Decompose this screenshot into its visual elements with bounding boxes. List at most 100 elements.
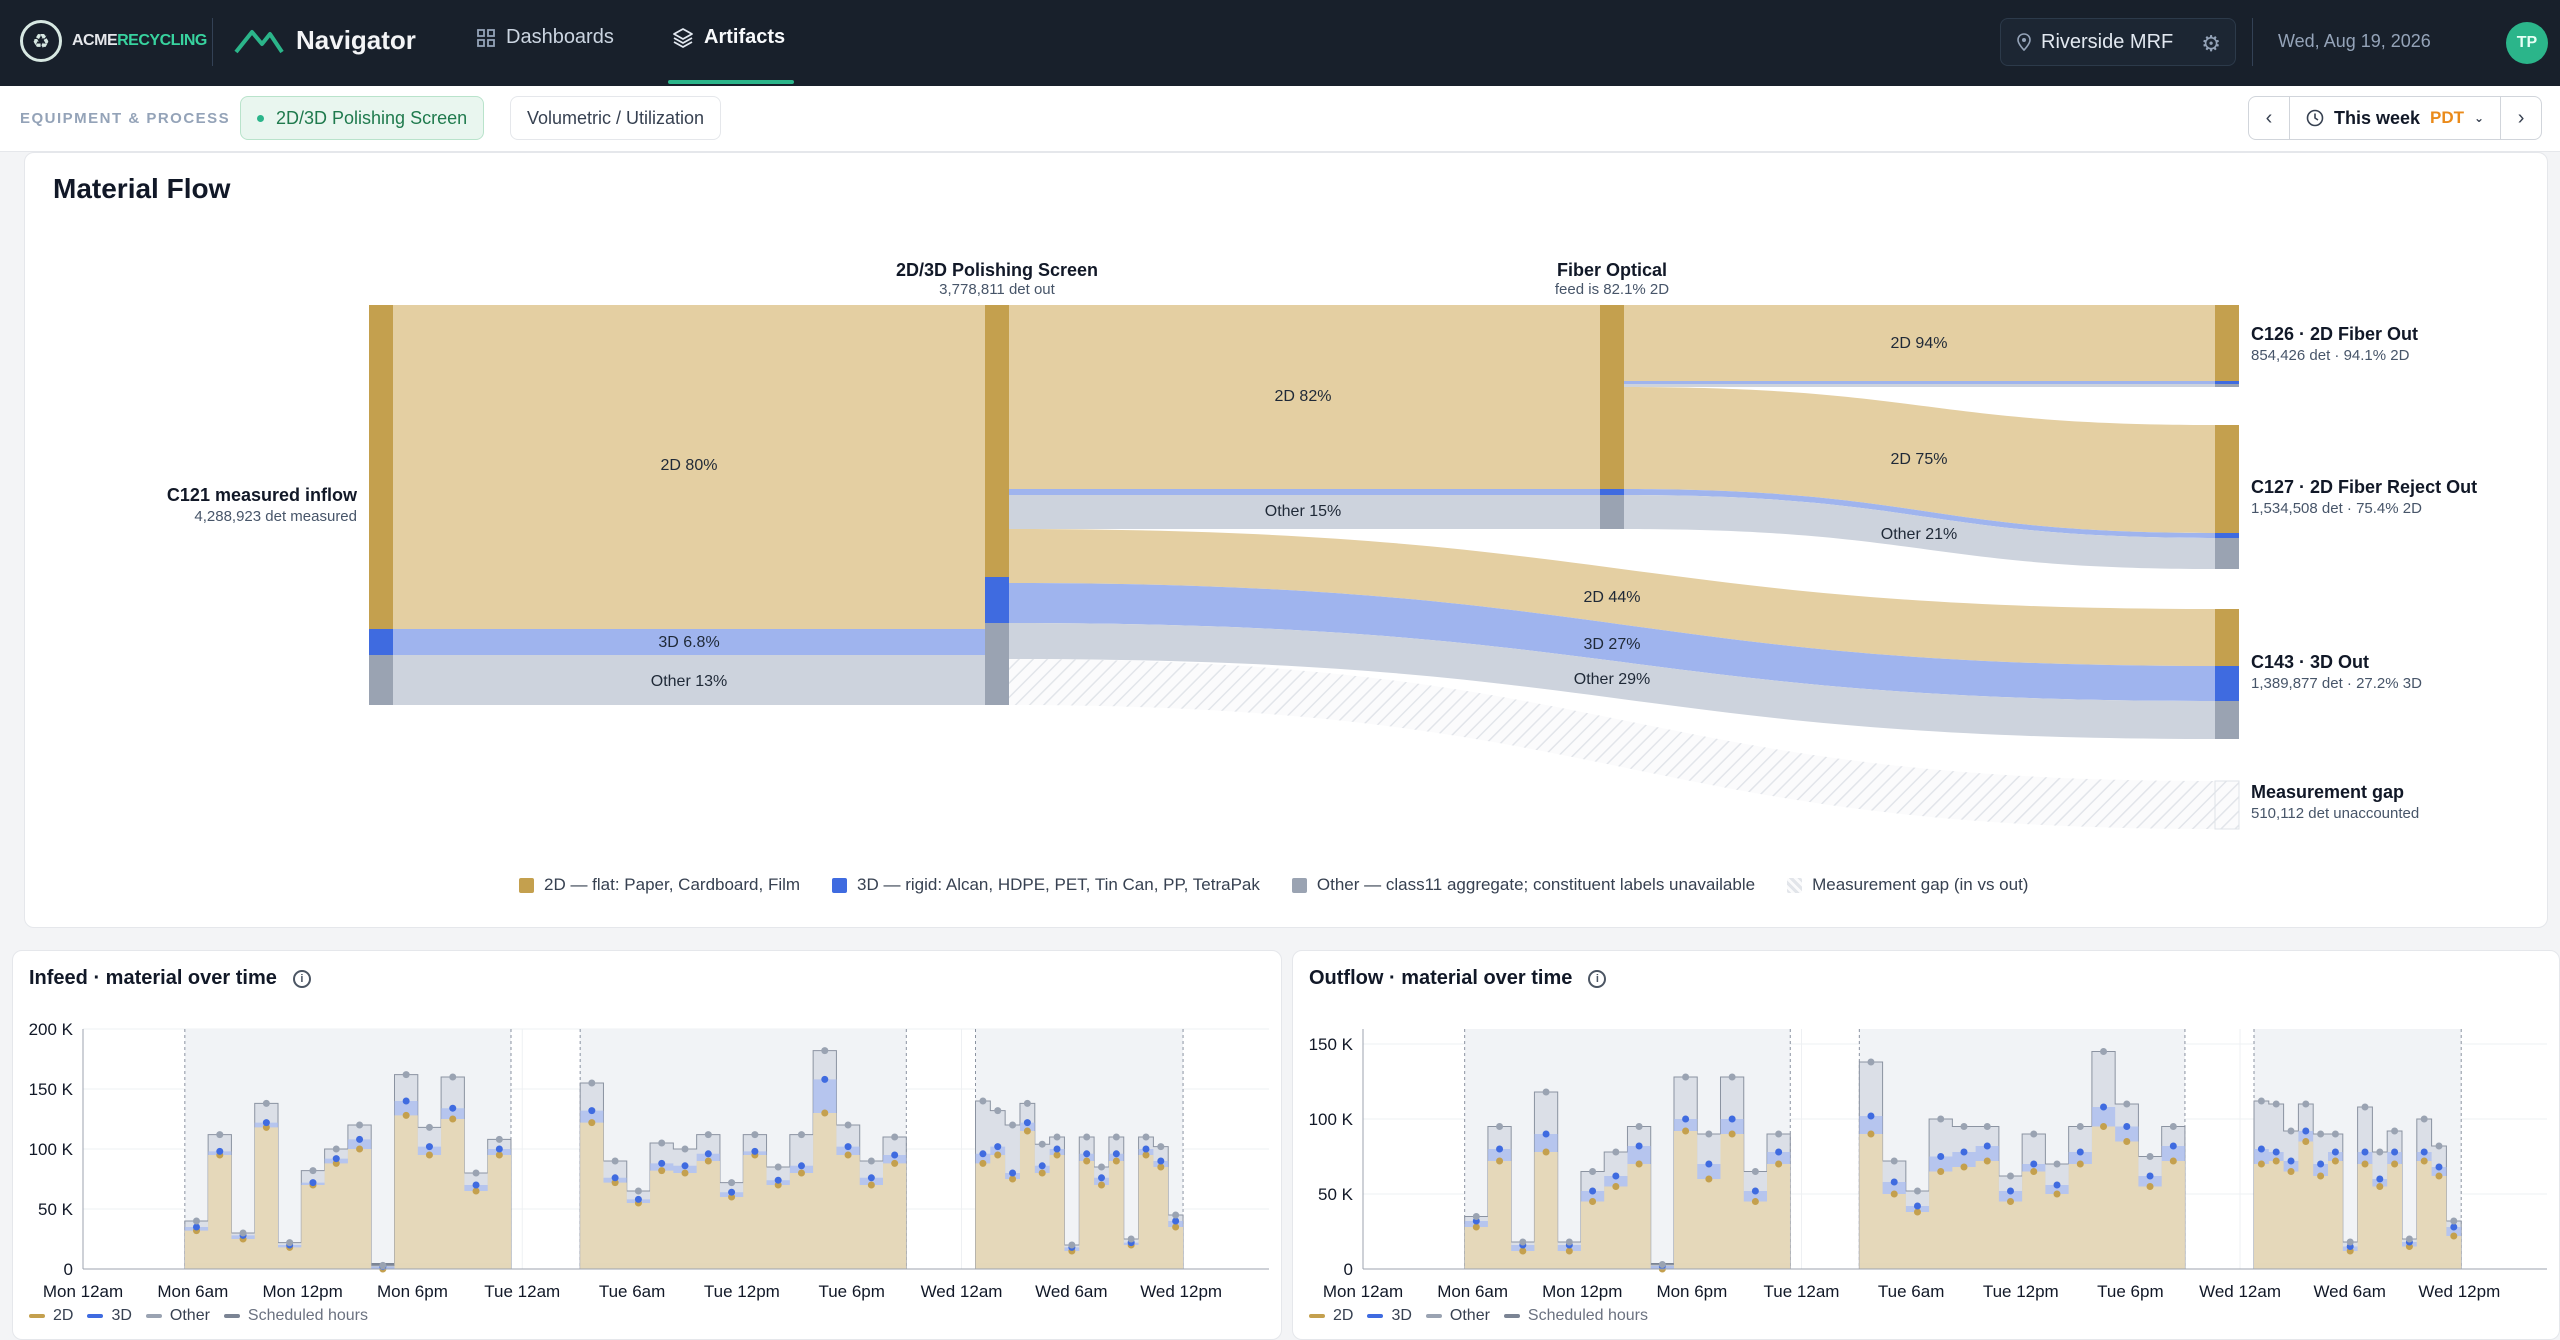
y-tick-label: 50 K <box>38 1200 74 1219</box>
recycle-logo-icon: ♻ <box>20 20 62 62</box>
legend-item-3d[interactable]: 3D — rigid: Alcan, HDPE, PET, Tin Can, P… <box>832 875 1260 895</box>
link-label: Other 29% <box>1574 671 1650 688</box>
node-c126[interactable] <box>2215 305 2239 387</box>
link-polish-2d-fiber[interactable] <box>1009 305 1600 489</box>
data-point-3d <box>495 1145 503 1153</box>
section-label: EQUIPMENT & PROCESS <box>20 110 231 127</box>
data-point-2d <box>1775 1160 1783 1168</box>
data-point-other <box>309 1167 317 1175</box>
data-point-2d <box>2420 1157 2428 1165</box>
data-point-3d <box>634 1195 642 1203</box>
series-area-2d <box>2254 1141 2462 1269</box>
series-area-2d <box>580 1113 907 1269</box>
node-polishing-screen[interactable] <box>985 305 1009 705</box>
data-point-3d <box>262 1119 270 1127</box>
data-point-2d <box>2450 1232 2458 1240</box>
info-icon[interactable]: i <box>1588 969 1607 988</box>
node-c143[interactable] <box>2215 609 2239 739</box>
y-tick-label: 100 K <box>29 1140 74 1159</box>
data-point-2d <box>2287 1168 2295 1175</box>
node-measurement-gap[interactable] <box>2214 780 2240 830</box>
node-c121-inflow[interactable] <box>369 305 393 705</box>
data-point-other <box>1542 1088 1550 1096</box>
data-point-other <box>239 1229 247 1237</box>
previous-period-button[interactable]: ‹ <box>2265 106 2273 129</box>
data-point-other <box>867 1157 875 1165</box>
infeed-chart: 0 50 K 100 K 150 K 200 K Mon 12am Mon 6am Mon 1… <box>29 1020 1269 1301</box>
next-period-button[interactable]: › <box>2517 106 2525 129</box>
link-fiber-2d-c126[interactable] <box>1623 305 2215 381</box>
link-inflow-3d[interactable] <box>369 629 985 655</box>
link-polish-other-c143[interactable] <box>1009 623 2215 739</box>
link-polish-3d-c143[interactable] <box>1009 583 2215 701</box>
legend-item-2d[interactable]: 2D <box>1309 1307 1353 1325</box>
data-point-3d <box>1751 1187 1759 1195</box>
legend-item-scheduled[interactable]: Scheduled hours <box>1503 1307 1648 1325</box>
data-point-3d <box>751 1147 759 1155</box>
tab-artifacts[interactable]: Artifacts <box>672 26 785 49</box>
x-tick-label: Wed 12pm <box>1140 1282 1222 1301</box>
data-point-other <box>1496 1123 1504 1130</box>
gear-icon[interactable]: ⚙ <box>2201 31 2221 56</box>
acme-logo[interactable]: ♻ ACMERECYCLING <box>20 20 207 62</box>
site-selector[interactable]: Riverside MRF ⚙ <box>2000 18 2236 66</box>
chevron-down-icon: ⌄ <box>2474 111 2485 125</box>
link-fiber-other-c127[interactable] <box>1623 495 2215 569</box>
info-icon[interactable]: i <box>292 969 311 988</box>
data-point-2d <box>867 1181 875 1189</box>
data-point-other <box>1112 1133 1120 1141</box>
data-point-other <box>1083 1133 1091 1141</box>
x-tick-label: Tue 12am <box>1764 1282 1840 1301</box>
chip-volumetric-utilization[interactable]: Volumetric / Utilization <box>510 96 722 140</box>
legend-item-other[interactable]: Other <box>1425 1307 1490 1325</box>
legend-item-3d[interactable]: 3D <box>1367 1307 1412 1325</box>
site-name: Riverside MRF <box>2041 30 2174 53</box>
link-inflow-other[interactable] <box>369 655 985 705</box>
link-fiber-other-c126[interactable] <box>1623 384 2215 387</box>
data-point-2d <box>2361 1160 2369 1168</box>
legend-item-other[interactable]: Other <box>145 1307 210 1325</box>
app-brand[interactable]: Navigator <box>234 24 416 56</box>
legend-item-other[interactable]: Other — class11 aggregate; constituent l… <box>1291 875 1755 895</box>
data-point-other <box>2053 1160 2061 1168</box>
legend-item-2d[interactable]: 2D <box>29 1307 73 1325</box>
legend-item-gap[interactable]: Measurement gap (in vs out) <box>1787 875 2028 895</box>
node-c127[interactable] <box>2215 425 2239 569</box>
period-dropdown[interactable]: This week PDT ⌄ <box>2289 97 2502 139</box>
legend-line <box>1367 1314 1384 1318</box>
link-fiber-2d-c127[interactable] <box>1623 387 2215 533</box>
link-fiber-3d-c126[interactable] <box>1623 381 2215 384</box>
chip-polishing-screen[interactable]: 2D/3D Polishing Screen <box>240 96 485 140</box>
legend-item-3d[interactable]: 3D <box>87 1307 132 1325</box>
data-point-other <box>658 1139 666 1147</box>
data-point-2d <box>1913 1208 1921 1216</box>
data-point-other <box>2331 1130 2339 1138</box>
data-point-2d <box>2053 1190 2061 1198</box>
infeed-chart-title: Infeed · material over time i <box>29 967 311 990</box>
link-measurement-gap[interactable] <box>1009 659 2215 829</box>
data-point-3d <box>2450 1223 2458 1231</box>
x-tick-label: Wed 6am <box>2313 1282 2385 1301</box>
data-point-3d <box>2272 1148 2280 1156</box>
link-label: Other 21% <box>1881 526 1957 543</box>
link-polish-3d-fiber[interactable] <box>1009 489 1600 495</box>
link-polish-other-fiber[interactable] <box>1009 495 1600 529</box>
link-fiber-3d-c127[interactable] <box>1623 489 2215 538</box>
legend-line <box>1425 1314 1442 1318</box>
node-fiber-optical[interactable] <box>1600 305 1624 529</box>
data-point-other <box>2030 1130 2038 1138</box>
infeed-title-text: Infeed · material over time <box>29 967 277 989</box>
legend-item-2d[interactable]: 2D — flat: Paper, Cardboard, Film <box>519 875 800 895</box>
data-point-2d <box>449 1115 457 1123</box>
data-point-other <box>402 1071 410 1079</box>
data-point-2d <box>2030 1168 2038 1175</box>
link-polish-2d-c143[interactable] <box>1009 529 2215 666</box>
link-inflow-2d[interactable] <box>369 305 985 629</box>
tab-dashboards[interactable]: Dashboards <box>476 26 614 49</box>
user-avatar[interactable]: TP <box>2506 22 2548 64</box>
data-point-other <box>797 1131 805 1139</box>
legend-item-scheduled[interactable]: Scheduled hours <box>223 1307 368 1325</box>
x-tick-label: Mon 12am <box>1323 1282 1403 1301</box>
data-point-other <box>1053 1133 1061 1141</box>
legend-label: Measurement gap (in vs out) <box>1812 875 2029 894</box>
